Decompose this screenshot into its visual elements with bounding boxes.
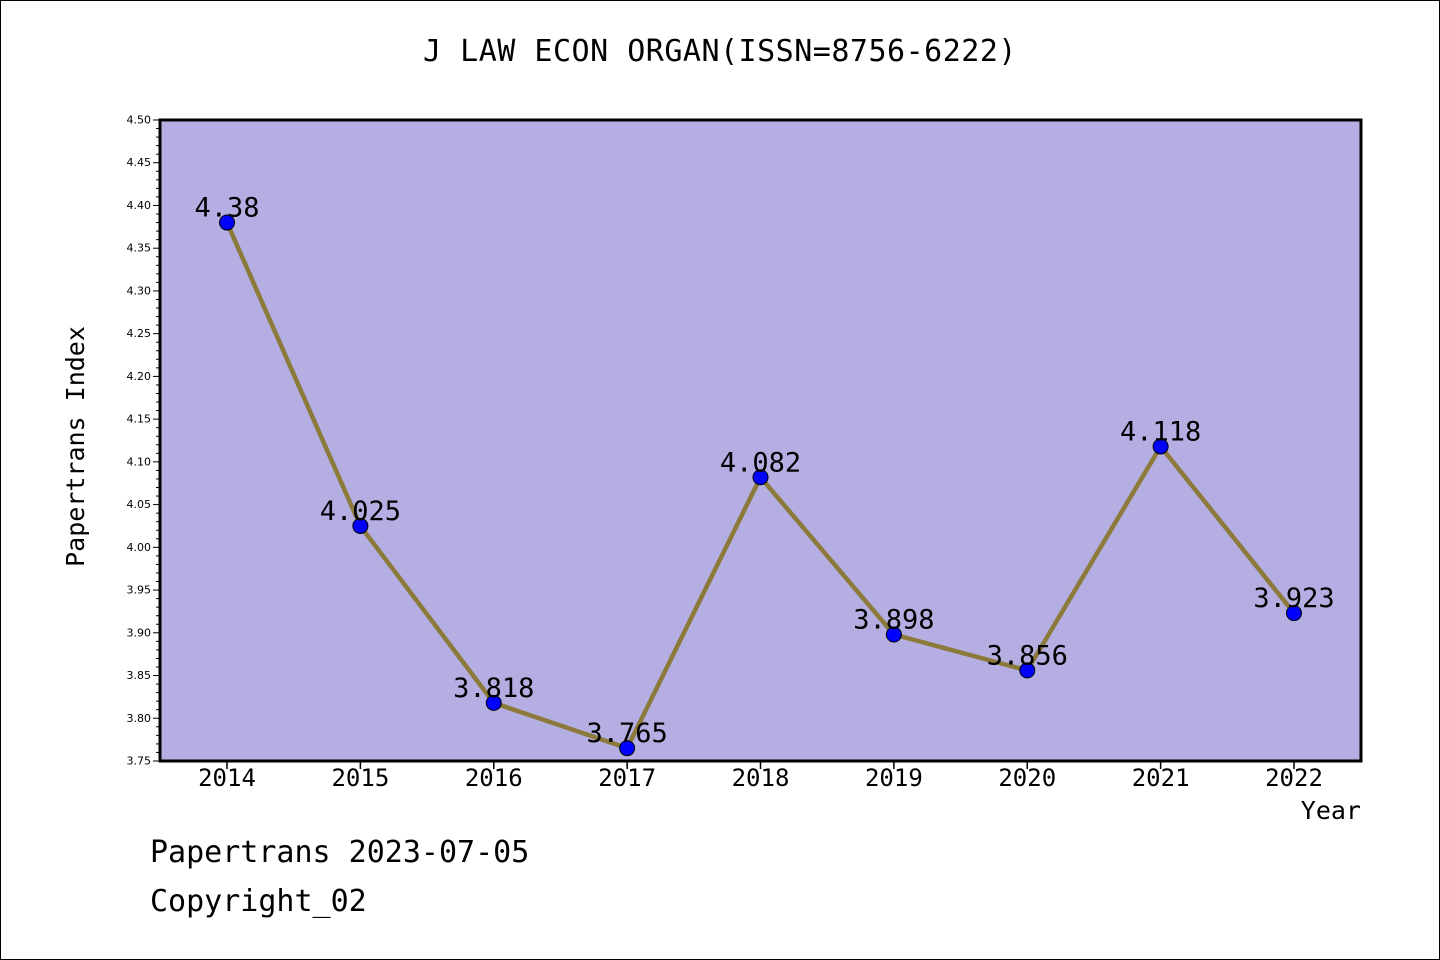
y-tick-label: 4.45 xyxy=(127,156,152,169)
x-tick-label: 2014 xyxy=(198,764,256,792)
y-tick-label: 4.30 xyxy=(127,284,152,297)
y-tick-label: 4.50 xyxy=(127,114,152,127)
y-tick-label: 3.80 xyxy=(127,712,152,725)
data-point xyxy=(485,694,502,711)
y-tick-label: 4.00 xyxy=(127,541,152,554)
x-tick-label: 2019 xyxy=(865,764,923,792)
x-tick-label: 2020 xyxy=(998,764,1056,792)
y-tick-label: 4.40 xyxy=(127,199,152,212)
x-tick-label: 2016 xyxy=(465,764,523,792)
y-axis-label: Papertrans Index xyxy=(61,326,90,567)
data-point xyxy=(752,469,769,486)
data-point xyxy=(1019,662,1036,679)
y-tick-label: 3.95 xyxy=(127,584,152,597)
data-point xyxy=(619,740,636,757)
y-tick-label: 4.20 xyxy=(127,370,152,383)
data-point xyxy=(219,214,235,231)
data-label: 3.856 xyxy=(987,640,1068,671)
data-point xyxy=(1152,438,1169,455)
data-point xyxy=(352,517,369,534)
y-tick-label: 4.25 xyxy=(127,327,152,340)
data-label: 3.923 xyxy=(1253,583,1334,614)
x-axis-label: Year xyxy=(1301,796,1361,825)
data-label: 4.118 xyxy=(1120,416,1201,447)
y-tick-label: 4.05 xyxy=(127,498,152,511)
footer-date: Papertrans 2023-07-05 xyxy=(150,835,530,870)
y-tick-label: 3.85 xyxy=(127,669,152,682)
data-label: 3.898 xyxy=(853,605,934,636)
data-label: 3.818 xyxy=(453,673,534,704)
data-label: 4.082 xyxy=(720,447,801,478)
x-tick-label: 2021 xyxy=(1132,764,1190,792)
chart-title: J LAW ECON ORGAN(ISSN=8756-6222) xyxy=(423,34,1017,69)
x-tick-label: 2022 xyxy=(1265,764,1323,792)
data-label: 4.025 xyxy=(320,496,401,527)
data-label: 3.765 xyxy=(586,718,667,749)
y-tick-label: 4.10 xyxy=(127,455,152,468)
footer-copyright: Copyright_02 xyxy=(150,884,367,919)
plot-border xyxy=(158,118,1363,763)
y-tick-label: 3.90 xyxy=(127,626,152,639)
data-label: 4.38 xyxy=(194,193,259,224)
x-tick-label: 2018 xyxy=(732,764,790,792)
data-point xyxy=(1286,605,1302,622)
y-tick-label: 4.15 xyxy=(127,413,152,426)
x-tick-label: 2015 xyxy=(331,764,389,792)
y-tick-label: 4.35 xyxy=(127,242,152,255)
x-tick-label: 2017 xyxy=(598,764,656,792)
data-point xyxy=(885,626,902,643)
y-tick-label: 3.75 xyxy=(127,755,152,768)
